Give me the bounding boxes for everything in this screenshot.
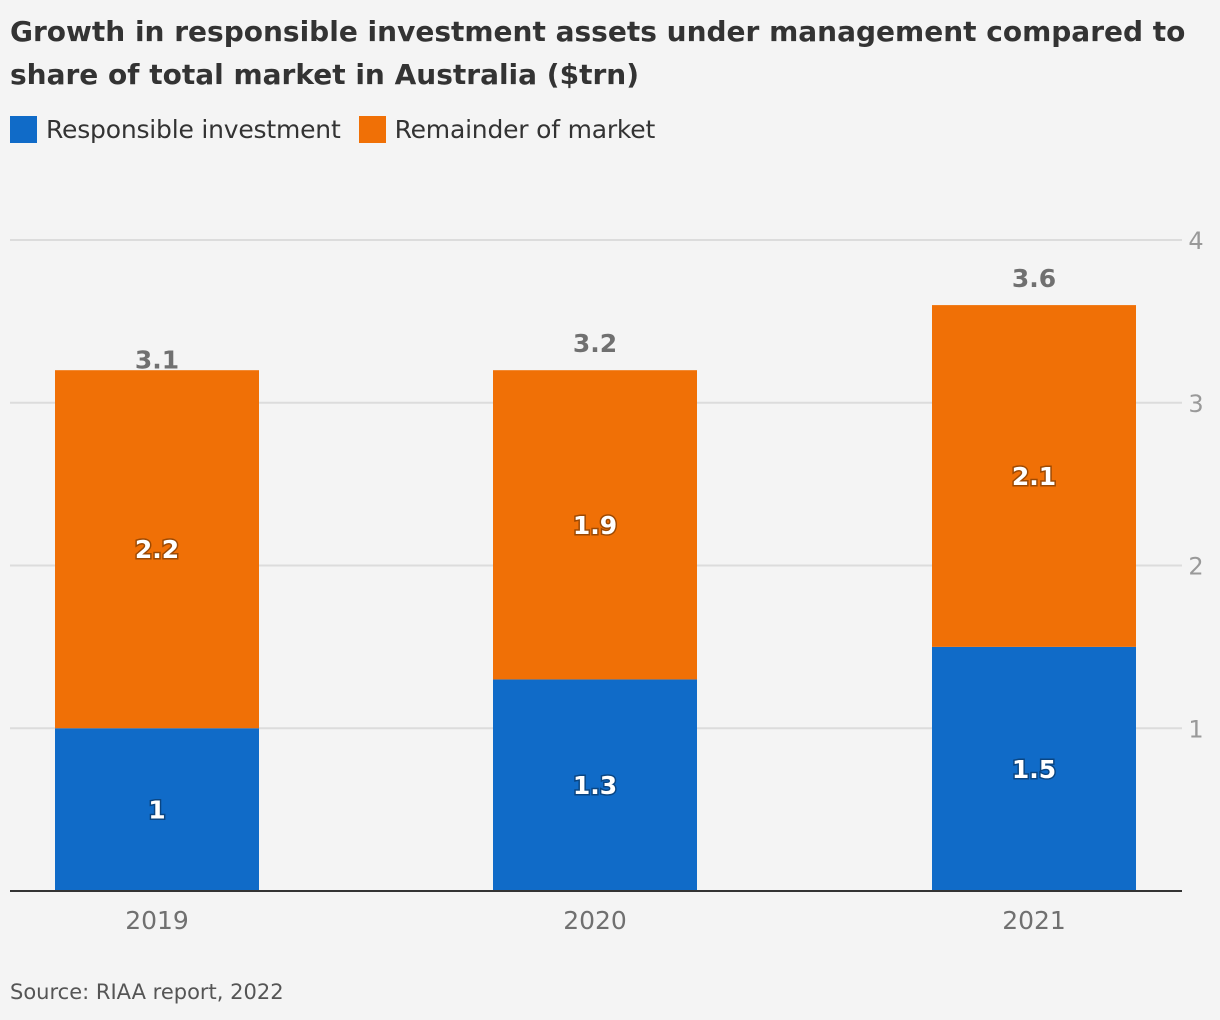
y-tick-label-4: 4 bbox=[1188, 227, 1203, 255]
total-label-2021: 3.6 bbox=[1012, 264, 1056, 293]
total-label-2019: 3.1 bbox=[135, 345, 179, 374]
source-note: Source: RIAA report, 2022 bbox=[10, 980, 284, 1004]
stacked-bar-chart: 1 2 3 4 1 2.2 3.1 2019 1.3 1.9 3.2 2020 1.5 2.1 3.6 202… bbox=[10, 227, 1204, 935]
chart-legend: Responsible investment Remainder of mark… bbox=[10, 115, 655, 144]
legend-swatch-responsible-investment bbox=[10, 116, 37, 143]
bar-responsible-investment-2020 bbox=[493, 679, 697, 891]
legend-swatch-remainder-of-market bbox=[358, 116, 386, 143]
bar-responsible-investment-2021 bbox=[932, 646, 1136, 891]
y-tick-label-1: 1 bbox=[1188, 715, 1203, 743]
chart-title: Growth in responsible investment assets … bbox=[10, 15, 1186, 91]
bar-remainder-of-market-2020 bbox=[493, 370, 697, 680]
legend-item-remainder-of-market: Remainder of market bbox=[358, 115, 656, 144]
bar-responsible-investment-2019 bbox=[55, 728, 259, 891]
x-tick-label-2020: 2020 bbox=[563, 906, 627, 935]
data-label-remainder-of-market-2020: 1.9 bbox=[573, 511, 617, 540]
x-tick-label-2021: 2021 bbox=[1002, 906, 1066, 935]
data-label-remainder-of-market-2021: 2.1 bbox=[1012, 462, 1056, 491]
bar-remainder-of-market-2021 bbox=[932, 305, 1136, 647]
total-label-2020: 3.2 bbox=[573, 329, 617, 358]
data-label-responsible-investment-2020: 1.3 bbox=[573, 771, 617, 800]
bar-remainder-of-market-2019 bbox=[55, 370, 259, 729]
x-tick-label-2019: 2019 bbox=[125, 906, 189, 935]
legend-item-responsible-investment: Responsible investment bbox=[10, 115, 341, 144]
y-tick-label-3: 3 bbox=[1188, 390, 1203, 418]
data-label-remainder-of-market-2019: 2.2 bbox=[135, 535, 179, 564]
data-label-responsible-investment-2019: 1 bbox=[148, 796, 165, 825]
data-label-responsible-investment-2021: 1.5 bbox=[1012, 755, 1056, 784]
legend-label-responsible-investment: Responsible investment bbox=[46, 115, 341, 144]
legend-label-remainder-of-market: Remainder of market bbox=[394, 115, 656, 144]
y-tick-label-2: 2 bbox=[1188, 553, 1203, 581]
